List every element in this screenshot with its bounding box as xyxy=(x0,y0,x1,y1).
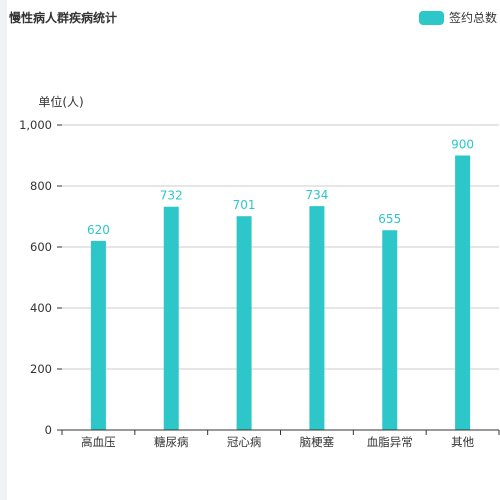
x-tick-label: 其他 xyxy=(451,435,474,449)
y-axis-unit-label: 单位(人) xyxy=(38,94,83,109)
x-tick-label: 糖尿病 xyxy=(154,435,189,449)
bar[interactable] xyxy=(309,206,325,430)
y-tick-label: 800 xyxy=(30,179,52,193)
value-label: 734 xyxy=(305,188,328,202)
bar[interactable] xyxy=(163,206,179,430)
grid-lines xyxy=(62,124,499,370)
x-tick-label: 脑梗塞 xyxy=(300,435,335,449)
x-tick-labels: 高血压 糖尿病 冠心病 脑梗塞 血脂异常 其他 xyxy=(81,435,474,449)
left-edge-strip xyxy=(0,0,7,500)
y-tick-label: 0 xyxy=(45,423,52,437)
legend[interactable]: 签约总数 xyxy=(418,10,497,26)
value-labels: 620 732 701 734 655 900 xyxy=(87,138,474,237)
x-tick-label: 冠心病 xyxy=(227,435,262,449)
value-label: 701 xyxy=(233,198,256,212)
bar[interactable] xyxy=(455,155,471,431)
bar[interactable] xyxy=(236,216,252,430)
bars xyxy=(90,155,471,431)
y-tick-label: 200 xyxy=(30,362,52,376)
y-tick-label: 1,000 xyxy=(19,118,52,132)
value-label: 900 xyxy=(451,138,474,152)
x-tick-label: 高血压 xyxy=(81,435,116,449)
bar[interactable] xyxy=(382,230,398,430)
bar[interactable] xyxy=(90,240,106,430)
y-tick-labels: 0 200 400 600 800 1,000 xyxy=(19,118,62,437)
value-label: 732 xyxy=(160,189,183,203)
x-tick-label: 血脂异常 xyxy=(367,435,413,449)
chart-title: 慢性病人群疾病统计 xyxy=(9,11,118,25)
y-tick-label: 400 xyxy=(30,301,52,315)
value-label: 620 xyxy=(87,223,110,237)
value-label: 655 xyxy=(378,212,401,226)
legend-swatch[interactable] xyxy=(418,11,444,25)
legend-label[interactable]: 签约总数 xyxy=(448,11,497,25)
x-axis xyxy=(61,429,500,435)
y-tick-label: 600 xyxy=(30,240,52,254)
